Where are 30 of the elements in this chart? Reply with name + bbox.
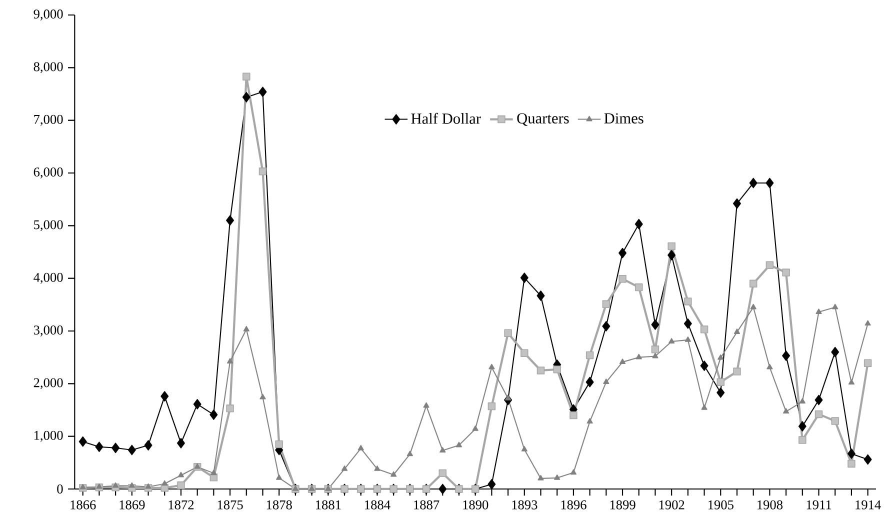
y-tick-label: 0 — [57, 484, 63, 494]
y-tick-label: 9,000 — [34, 10, 63, 20]
x-tick-label: 1905 — [708, 500, 734, 510]
x-tick-label: 1881 — [316, 500, 341, 510]
x-tick-label: 1887 — [414, 500, 440, 510]
x-tick-label: 1902 — [659, 500, 684, 510]
x-tick-label: 1893 — [512, 500, 538, 510]
x-tick-label: 1869 — [120, 500, 145, 510]
x-tick-label: 1866 — [70, 500, 96, 510]
y-tick-label: 1,000 — [34, 430, 63, 442]
y-tick-label: 2,000 — [34, 378, 63, 390]
x-tick-label: 1911 — [806, 500, 832, 510]
y-tick-label: 5,000 — [34, 220, 63, 232]
x-tick-label: 1878 — [266, 500, 292, 510]
legend-label: Dimes — [604, 113, 644, 124]
y-tick-label: 3,000 — [34, 326, 63, 336]
x-tick-label: 1884 — [365, 500, 390, 510]
y-tick-label: 4,000 — [34, 272, 63, 284]
x-tick-label: 1872 — [168, 500, 194, 510]
x-tick-label: 1914 — [856, 500, 881, 510]
x-tick-label: 1896 — [561, 500, 586, 510]
legend-label: Quarters — [517, 113, 569, 126]
y-tick-label: 8,000 — [34, 62, 63, 74]
x-tick-label: 1875 — [218, 500, 243, 510]
x-tick-label: 1899 — [610, 500, 636, 510]
y-tick-label: 6,000 — [34, 168, 63, 178]
x-tick-label: 1908 — [758, 500, 783, 510]
legend-label: Half Dollar — [411, 112, 481, 124]
x-tick-label: 1890 — [463, 500, 488, 510]
y-tick-label: 7,000 — [34, 114, 63, 126]
